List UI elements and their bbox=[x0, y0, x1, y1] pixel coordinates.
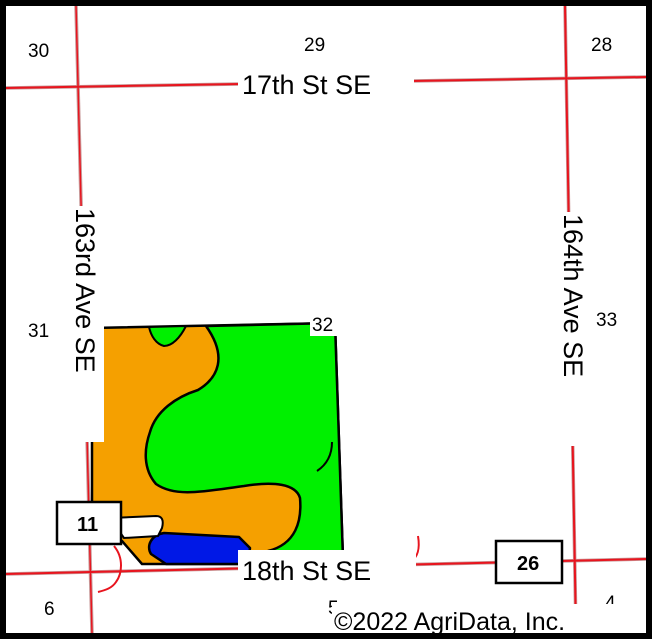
soil-unit-green[interactable] bbox=[144, 321, 345, 566]
field-boundary[interactable] bbox=[90, 321, 345, 566]
map-canvas: 17th St SE 18th St SE 163rd Ave SE 164th… bbox=[6, 6, 646, 633]
copyright-group: ©2022 AgriData, Inc. bbox=[332, 604, 632, 633]
section-label-32: 32 bbox=[312, 315, 333, 336]
soil-unit-green-notch[interactable] bbox=[147, 324, 188, 348]
section-label-30: 30 bbox=[28, 41, 49, 62]
soil-unit-green-curl bbox=[316, 441, 333, 472]
section-label-4: 4 bbox=[605, 593, 616, 614]
road-label-north: 17th St SE bbox=[238, 64, 414, 100]
section-numbers: 30 29 28 31 32 33 6 5 4 bbox=[28, 35, 617, 620]
road-curve-west bbox=[97, 545, 122, 593]
section-label-33: 33 bbox=[596, 310, 617, 331]
route-shield-11: 11 bbox=[55, 500, 123, 546]
road-label-163rd-ave: 163rd Ave SE bbox=[70, 208, 100, 373]
road-label-164th-ave: 164th Ave SE bbox=[558, 214, 588, 377]
route-shield-11-label: 11 bbox=[77, 514, 98, 536]
road-label-west: 163rd Ave SE bbox=[68, 206, 104, 442]
section-label-29: 29 bbox=[304, 35, 325, 56]
route-shield-26-label: 26 bbox=[517, 553, 539, 575]
soil-unit-blue[interactable] bbox=[147, 531, 252, 566]
section-label-31: 31 bbox=[28, 321, 49, 342]
section-label-28: 28 bbox=[591, 35, 612, 56]
road-label-south: 18th St SE bbox=[238, 550, 416, 586]
road-label-east: 164th Ave SE bbox=[556, 212, 592, 446]
section-label-6: 6 bbox=[44, 599, 55, 620]
copyright-text: ©2022 AgriData, Inc. bbox=[334, 608, 565, 633]
route-shield-26: 26 bbox=[494, 539, 564, 585]
road-label-18th-st: 18th St SE bbox=[242, 556, 371, 586]
field-notch bbox=[108, 514, 164, 540]
road-label-17th-st: 17th St SE bbox=[242, 70, 371, 100]
